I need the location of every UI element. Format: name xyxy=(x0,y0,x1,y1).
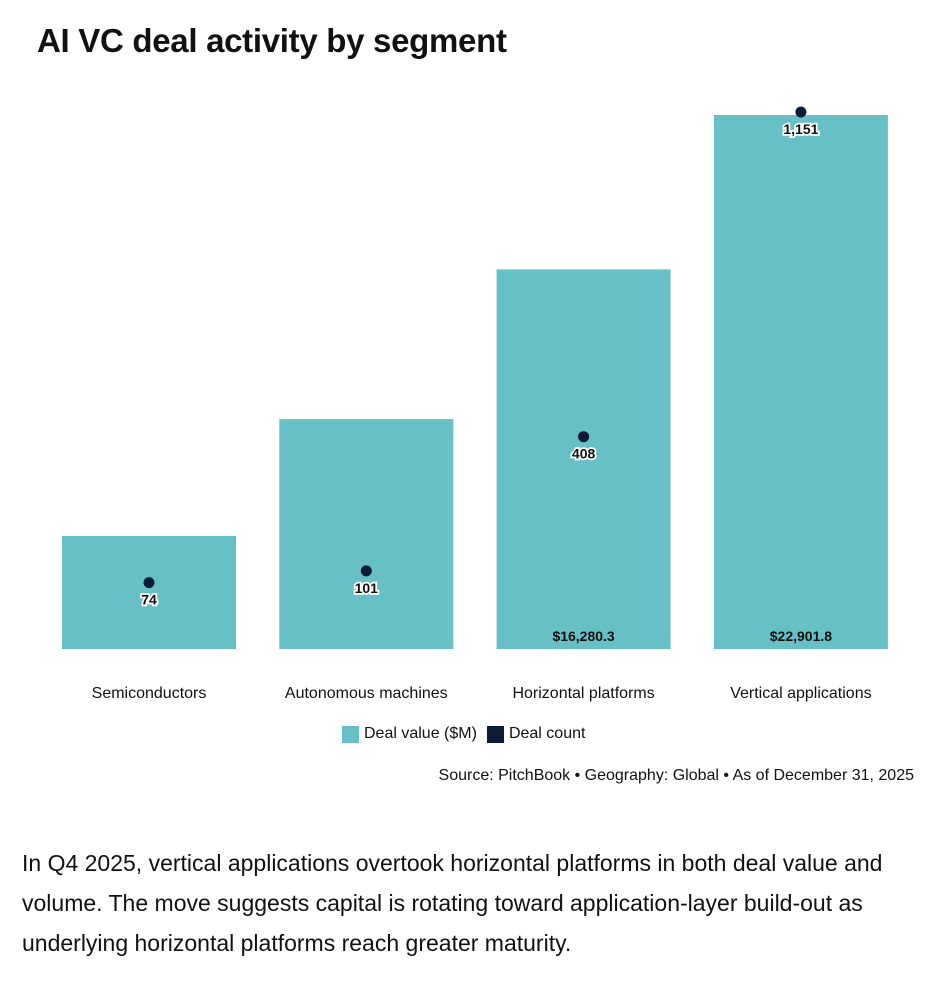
legend-swatch-deal-count xyxy=(486,725,504,743)
chart-title: AI VC deal activity by segment xyxy=(37,22,507,59)
count-label-autonomous-machines: 101 xyxy=(355,580,379,596)
count-point-autonomous-machines xyxy=(360,565,372,577)
bar-value-label-horizontal-platforms: $16,280.3 xyxy=(552,628,614,644)
bar-autonomous-machines xyxy=(279,419,454,649)
legend-label-deal-value: Deal value ($M) xyxy=(364,725,477,742)
count-label-vertical-applications: 1,151 xyxy=(783,121,818,137)
legend-item-deal-count: Deal count xyxy=(486,725,586,743)
legend-item-deal-value: Deal value ($M) xyxy=(342,725,477,743)
legend-label-deal-count: Deal count xyxy=(508,725,586,742)
category-label-horizontal-platforms: Horizontal platforms xyxy=(512,685,654,702)
count-points-group xyxy=(143,106,807,589)
count-label-semiconductors: 74 xyxy=(141,592,157,608)
count-labels-group: 74 101 408 1,151 xyxy=(139,119,820,609)
caption-text: In Q4 2025, vertical applications overto… xyxy=(22,850,883,956)
bars-group xyxy=(62,115,888,649)
bar-horizontal-platforms xyxy=(496,269,671,649)
bar-value-labels-group: $16,280.3 $22,901.8 xyxy=(552,628,832,644)
count-point-vertical-applications xyxy=(795,106,807,118)
bar-semiconductors xyxy=(62,535,236,649)
category-labels-group: Semiconductors Autonomous machines Horizon… xyxy=(92,685,872,702)
count-point-semiconductors xyxy=(143,577,155,589)
bar-chart: $16,280.3 $22,901.8 74 101 408 1,151 Semicon… xyxy=(62,106,888,702)
legend: Deal value ($M) Deal count xyxy=(342,725,595,743)
bar-value-label-vertical-applications: $22,901.8 xyxy=(770,628,832,644)
count-label-horizontal-platforms: 408 xyxy=(572,446,596,462)
category-label-vertical-applications: Vertical applications xyxy=(730,685,871,702)
source-note: Source: PitchBook • Geography: Global • … xyxy=(438,767,914,784)
count-point-horizontal-platforms xyxy=(578,431,590,443)
category-label-semiconductors: Semiconductors xyxy=(92,685,207,702)
legend-swatch-deal-value xyxy=(342,725,359,743)
category-label-autonomous-machines: Autonomous machines xyxy=(285,685,448,702)
bar-vertical-applications xyxy=(713,115,888,649)
